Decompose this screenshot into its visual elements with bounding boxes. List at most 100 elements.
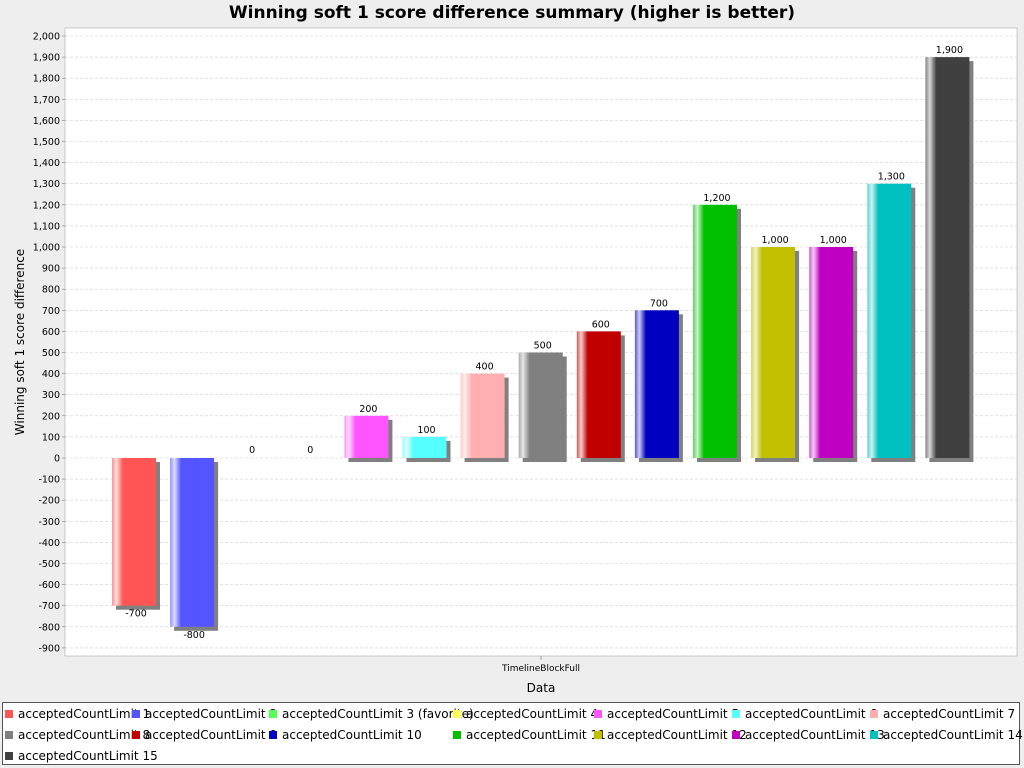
data-label: 500 (534, 341, 552, 352)
bar (867, 183, 912, 458)
legend-item: acceptedCountLimit 1 (5, 706, 150, 722)
y-tick-label: 300 (42, 390, 60, 401)
legend-item: acceptedCountLimit 9 (132, 727, 277, 743)
legend-item: acceptedCountLimit 13 (732, 727, 885, 743)
y-tick-label: 100 (42, 432, 60, 443)
bar (634, 310, 679, 458)
bar (693, 204, 737, 458)
data-label: 0 (307, 445, 313, 456)
y-tick-label: -900 (38, 643, 60, 654)
legend-swatch (269, 731, 277, 739)
legend-swatch (732, 710, 740, 718)
legend-swatch (594, 731, 602, 739)
legend-label: acceptedCountLimit 5 (607, 707, 740, 721)
y-tick-label: 600 (42, 327, 60, 338)
bar (925, 57, 970, 458)
y-tick-label: -700 (38, 601, 60, 612)
legend-item: acceptedCountLimit 10 (269, 727, 422, 743)
x-axis-title: Data (527, 681, 556, 695)
legend-label: acceptedCountLimit 8 (18, 728, 151, 742)
bar (576, 331, 621, 458)
legend-swatch (594, 710, 602, 718)
y-tick-label: 800 (42, 285, 60, 296)
legend-swatch (5, 752, 13, 760)
data-label: 1,900 (936, 45, 963, 56)
y-tick-label: 1,200 (33, 200, 60, 211)
legend-swatch (453, 731, 461, 739)
bar (402, 436, 447, 458)
y-tick-label: 1,000 (33, 243, 60, 254)
legend-item: acceptedCountLimit 14 (870, 727, 1023, 743)
legend-item: acceptedCountLimit 6 (732, 706, 877, 722)
y-tick-label: -500 (38, 559, 60, 570)
data-label: 1,000 (761, 235, 788, 246)
legend-label: acceptedCountLimit 3 (favorite) (282, 707, 474, 721)
legend-swatch (870, 731, 878, 739)
data-label: 100 (417, 425, 435, 436)
y-tick-label: 1,500 (33, 137, 60, 148)
y-tick-label: 0 (54, 454, 60, 465)
bar (809, 247, 854, 458)
legend-item: acceptedCountLimit 12 (594, 727, 747, 743)
data-label: 1,300 (878, 172, 905, 183)
y-tick-label: 1,300 (33, 179, 60, 190)
legend-swatch (132, 710, 140, 718)
legend-label: acceptedCountLimit 11 (466, 728, 606, 742)
data-label: 200 (359, 404, 377, 415)
bar (751, 247, 796, 458)
legend-label: acceptedCountLimit 14 (883, 728, 1023, 742)
plot-area (64, 27, 1018, 657)
y-axis-title: Winning soft 1 score difference (13, 249, 27, 435)
legend-label: acceptedCountLimit 4 (466, 707, 599, 721)
legend-label: acceptedCountLimit 1 (18, 707, 151, 721)
y-tick-label: 2,000 (33, 32, 60, 43)
legend-item: acceptedCountLimit 11 (453, 727, 606, 743)
legend-label: acceptedCountLimit 13 (745, 728, 885, 742)
legend-item: acceptedCountLimit 4 (453, 706, 598, 722)
legend-swatch (870, 710, 878, 718)
y-tick-label: 900 (42, 264, 60, 275)
y-tick-label: -400 (38, 538, 60, 549)
legend-item: acceptedCountLimit 15 (5, 748, 158, 764)
chart-legend: acceptedCountLimit 1 acceptedCountLimit 2… (2, 702, 1023, 765)
y-tick-label: 700 (42, 306, 60, 317)
y-tick-label: 500 (42, 348, 60, 359)
y-tick-label: 1,400 (33, 158, 60, 169)
y-tick-label: -300 (38, 517, 60, 528)
bar (170, 458, 215, 627)
data-label: 0 (249, 445, 255, 456)
legend-label: acceptedCountLimit 6 (745, 707, 878, 721)
bar (112, 458, 156, 606)
data-label: 1,000 (820, 235, 847, 246)
y-tick-label: 200 (42, 411, 60, 422)
chart-title: Winning soft 1 score difference summary … (228, 3, 796, 23)
legend-label: acceptedCountLimit 9 (145, 728, 278, 742)
category-label: TimelineBlockFull (501, 664, 580, 674)
bar (460, 373, 505, 458)
y-tick-label: 1,700 (33, 95, 60, 106)
data-label: 700 (650, 298, 668, 309)
legend-label: acceptedCountLimit 7 (883, 707, 1016, 721)
bar-chart: 2,000 1,900 1,800 1,700 1,600 1,500 1,400 1,300… (13, 27, 1018, 695)
data-label: 400 (476, 362, 494, 373)
legend-item: acceptedCountLimit 7 (870, 706, 1015, 722)
y-tick-label: 1,600 (33, 116, 60, 127)
data-label: 1,200 (703, 193, 730, 204)
legend-label: acceptedCountLimit 12 (607, 728, 747, 742)
y-tick-label: 1,800 (33, 74, 60, 85)
legend-swatch (5, 710, 13, 718)
legend-swatch (732, 731, 740, 739)
bar (344, 415, 389, 458)
y-tick-label: 1,900 (33, 53, 60, 64)
legend-item: acceptedCountLimit 3 (favorite) (269, 706, 474, 722)
y-tick-label: 1,100 (33, 221, 60, 232)
legend-item: acceptedCountLimit 5 (594, 706, 739, 722)
y-tick-label: 400 (42, 369, 60, 380)
y-tick-label: -600 (38, 580, 60, 591)
y-tick-label: -800 (38, 622, 60, 633)
legend-swatch (269, 710, 277, 718)
data-label: -700 (125, 609, 147, 620)
legend-label: acceptedCountLimit 10 (282, 728, 422, 742)
data-label: -800 (183, 630, 205, 641)
y-tick-label: -100 (38, 475, 60, 486)
